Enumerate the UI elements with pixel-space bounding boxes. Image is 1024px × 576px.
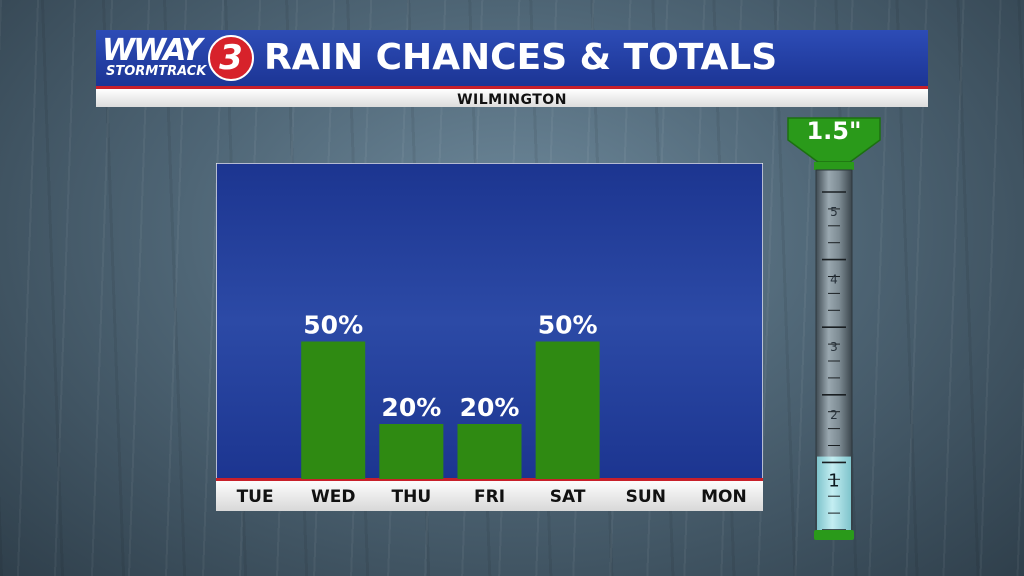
x-tick-label-thu: THU <box>392 487 432 507</box>
data-label-wed: 50% <box>303 311 363 340</box>
bar-sat <box>535 341 600 479</box>
rain-chance-chart: TUE 50% WED 20% THU 20% FRI 50% SAT SUN MON <box>216 163 763 511</box>
x-tick-label-sun: SUN <box>626 487 666 507</box>
rain-total-label: 1.5" <box>806 117 862 145</box>
x-axis-strip <box>216 479 763 511</box>
gauge-water-level <box>817 456 851 532</box>
location-bar: WILMINGTON <box>96 89 928 108</box>
logo-subtitle: STORMTRACK <box>106 64 207 79</box>
bar-fri <box>457 424 522 479</box>
x-tick-label-wed: WED <box>311 487 355 507</box>
data-label-sat: 50% <box>538 311 598 340</box>
bars-layer: TUE 50% WED 20% THU 20% FRI 50% SAT SUN MON <box>237 311 747 508</box>
data-label-thu: 20% <box>381 393 441 422</box>
gauge-collar <box>814 162 854 170</box>
gauge-tick-label-3: 3 <box>830 340 838 354</box>
gauge-tick-label-2: 2 <box>830 408 838 422</box>
location-label: WILMINGTON <box>457 92 567 108</box>
rain-gauge: 1 2 3 4 5 1.5" <box>786 116 882 544</box>
gauge-base <box>814 530 854 540</box>
rain-gauge-svg: 1 2 3 4 5 <box>787 117 881 540</box>
title-banner: WWAY STORMTRACK 3 RAIN CHANCES & TOTALS <box>96 30 928 89</box>
gauge-tick-label-4: 4 <box>830 273 838 287</box>
x-tick-label-mon: MON <box>701 487 747 507</box>
x-tick-label-sat: SAT <box>550 487 586 507</box>
logo-wordmark: WWAY <box>102 33 203 68</box>
station-logo: WWAY STORMTRACK 3 <box>102 33 254 81</box>
x-tick-label-tue: TUE <box>237 487 274 507</box>
page-title: RAIN CHANCES & TOTALS <box>264 37 778 78</box>
bar-wed <box>301 341 366 479</box>
logo-channel-number: 3 <box>208 35 254 81</box>
x-axis-line <box>216 478 763 481</box>
x-tick-label-fri: FRI <box>474 487 505 507</box>
bar-thu <box>379 424 444 479</box>
gauge-ticks: 1 2 3 4 5 <box>822 191 846 531</box>
rain-chance-chart-svg: TUE 50% WED 20% THU 20% FRI 50% SAT SUN MON <box>216 163 763 511</box>
gauge-tick-label-1: 1 <box>828 470 839 491</box>
gauge-tick-label-5: 5 <box>830 205 838 219</box>
data-label-fri: 20% <box>460 393 520 422</box>
